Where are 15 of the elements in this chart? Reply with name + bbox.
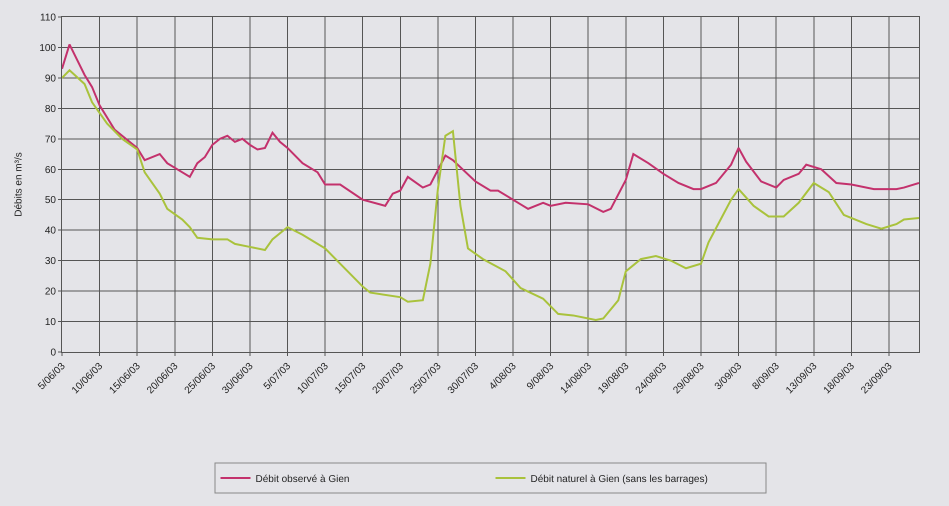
y-tick-label: 110 (40, 12, 56, 24)
legend-label: Débit naturel à Gien (sans les barrages) (530, 474, 708, 485)
y-tick-label: 50 (44, 195, 56, 206)
y-tick-label: 40 (44, 226, 56, 237)
y-tick-label: 80 (44, 104, 56, 115)
legend-label: Débit observé à Gien (256, 474, 350, 485)
y-tick-label: 30 (44, 256, 56, 268)
y-tick-label: 100 (39, 42, 56, 54)
y-tick-label: 0 (50, 348, 56, 358)
y-axis-title: Débits en m³/s (13, 152, 24, 217)
y-tick-label: 70 (44, 134, 56, 146)
y-tick-label: 10 (44, 317, 56, 328)
y-tick-label: 60 (44, 164, 56, 176)
y-tick-label: 90 (44, 73, 56, 84)
y-tick-label: 20 (44, 286, 56, 298)
